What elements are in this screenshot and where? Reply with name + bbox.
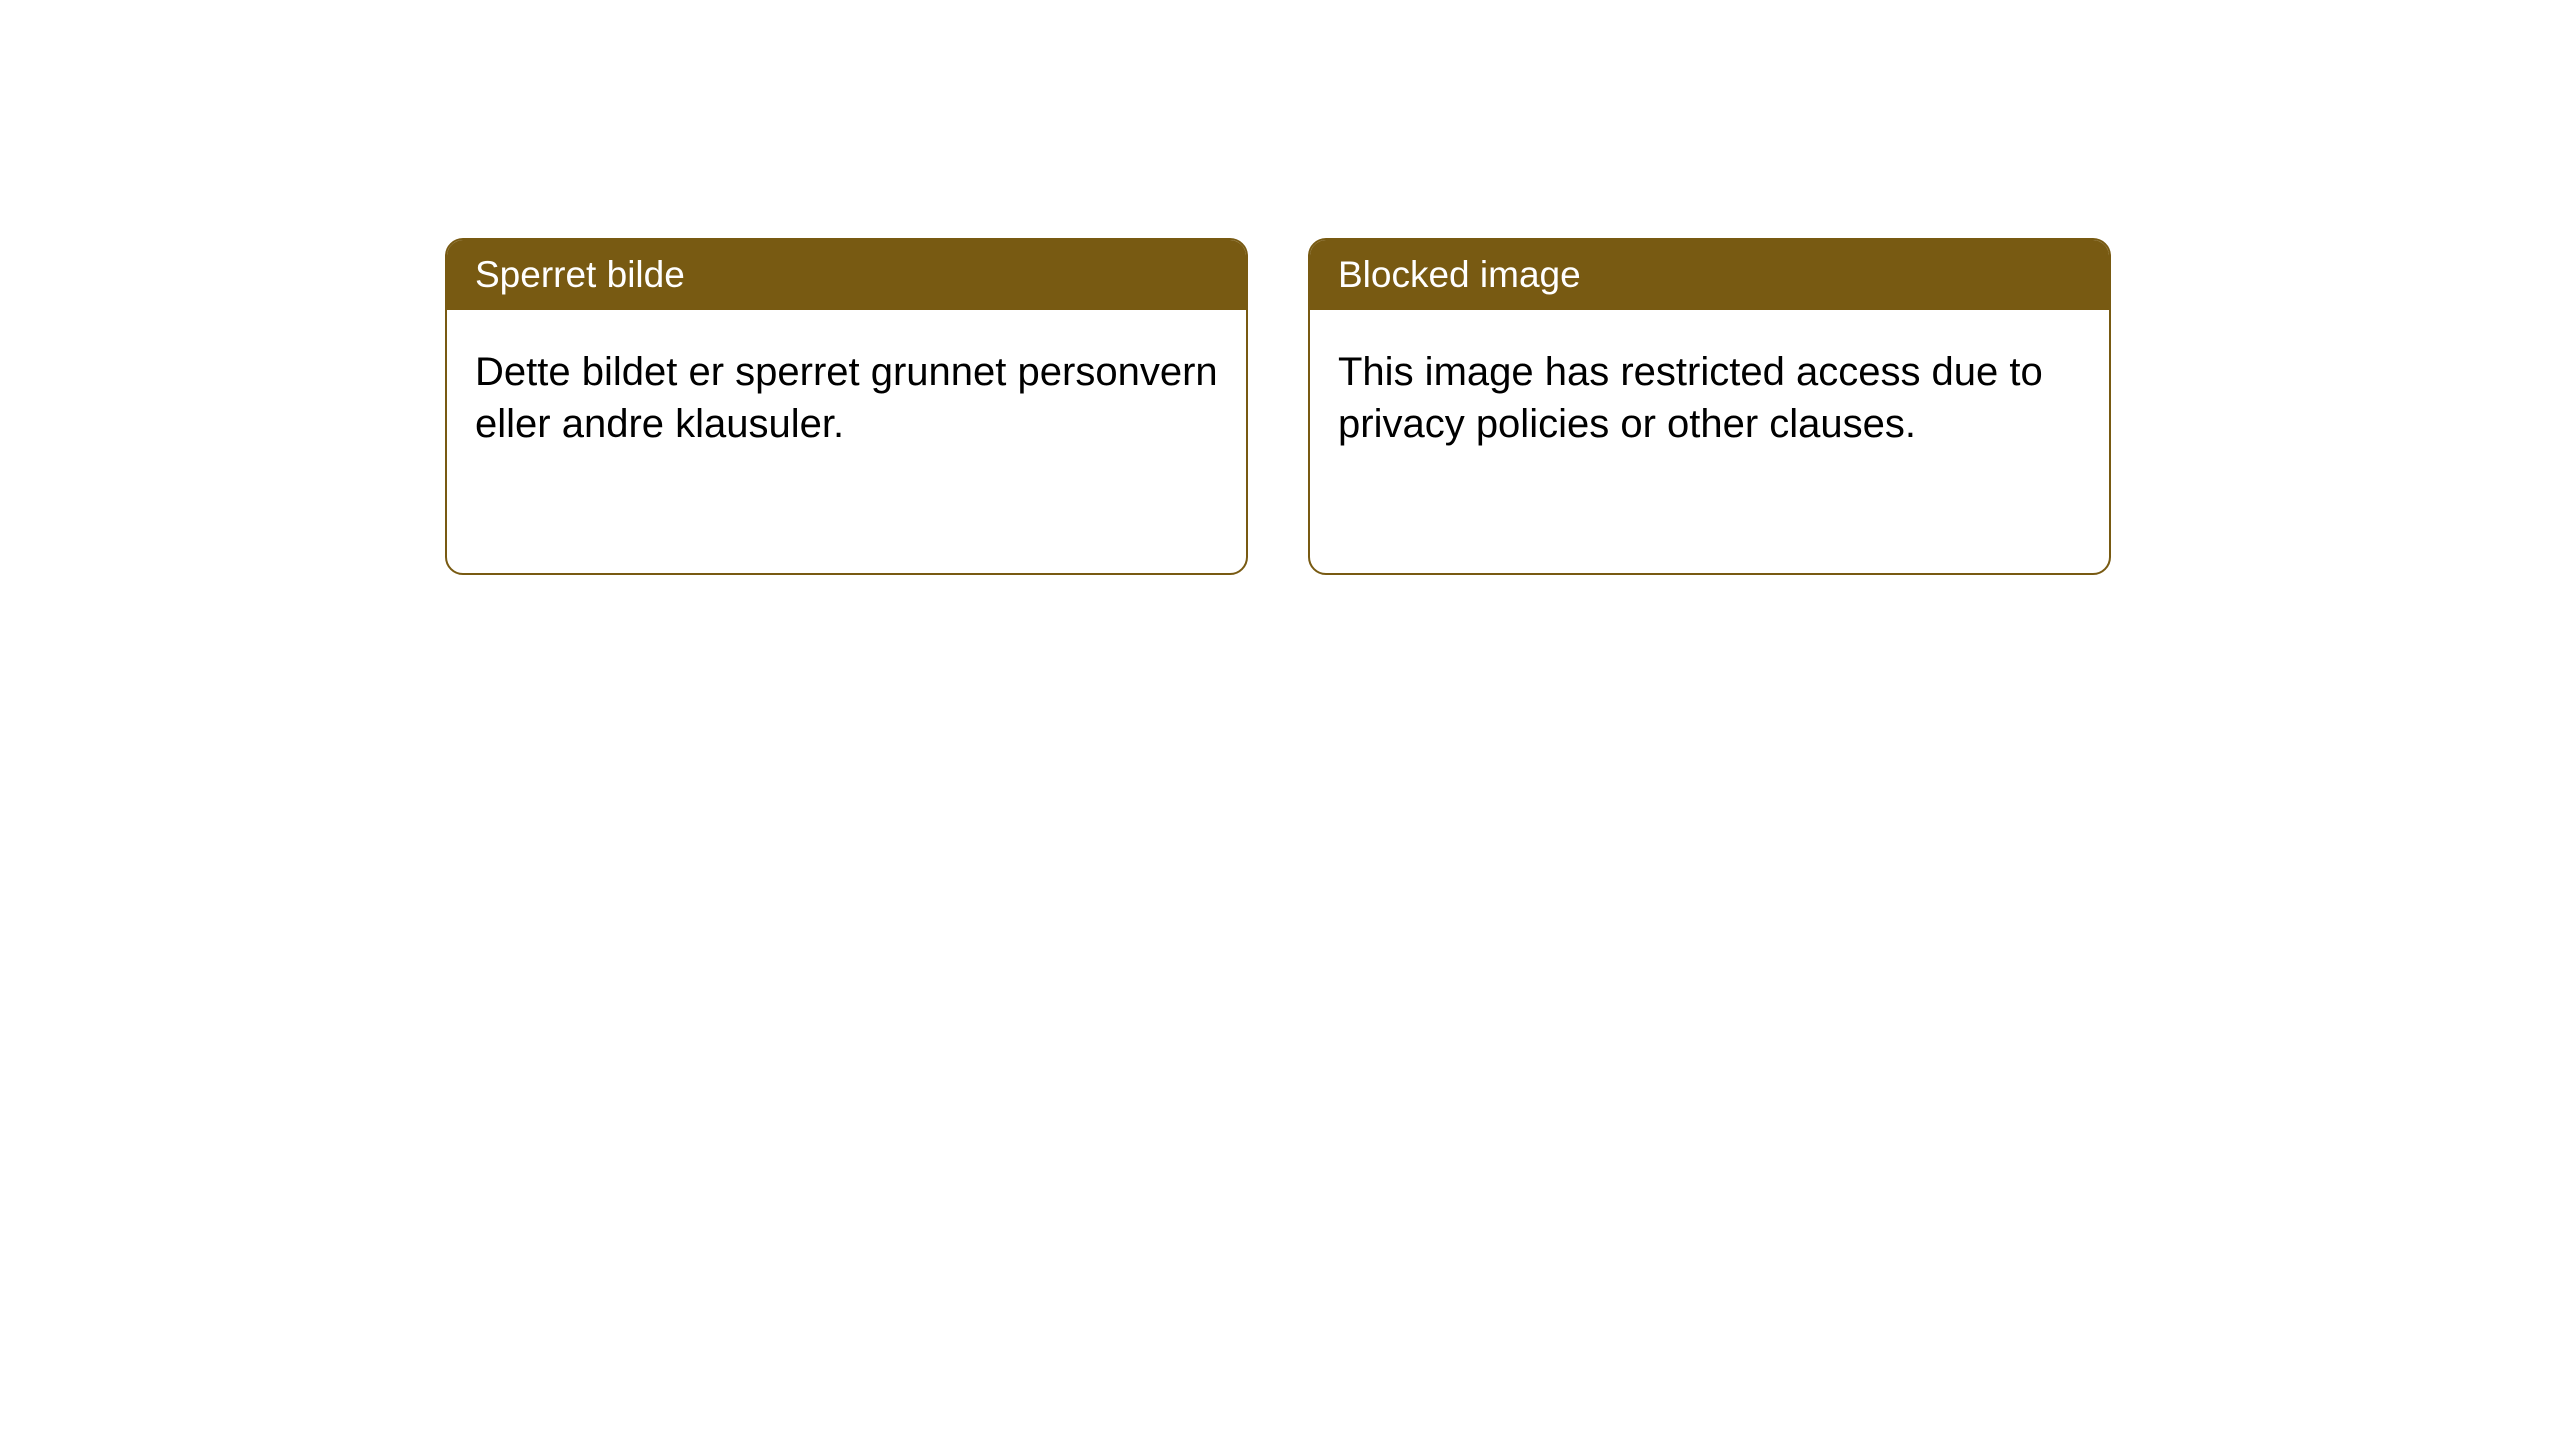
card-body: This image has restricted access due to … — [1310, 310, 2109, 486]
card-body-text: This image has restricted access due to … — [1338, 350, 2043, 446]
notice-card-norwegian: Sperret bilde Dette bildet er sperret gr… — [445, 238, 1248, 575]
card-header: Sperret bilde — [447, 240, 1246, 310]
card-body-text: Dette bildet er sperret grunnet personve… — [475, 350, 1218, 446]
card-header: Blocked image — [1310, 240, 2109, 310]
card-body: Dette bildet er sperret grunnet personve… — [447, 310, 1246, 486]
card-title: Sperret bilde — [475, 254, 685, 295]
notice-cards-container: Sperret bilde Dette bildet er sperret gr… — [445, 238, 2111, 575]
card-title: Blocked image — [1338, 254, 1581, 295]
notice-card-english: Blocked image This image has restricted … — [1308, 238, 2111, 575]
